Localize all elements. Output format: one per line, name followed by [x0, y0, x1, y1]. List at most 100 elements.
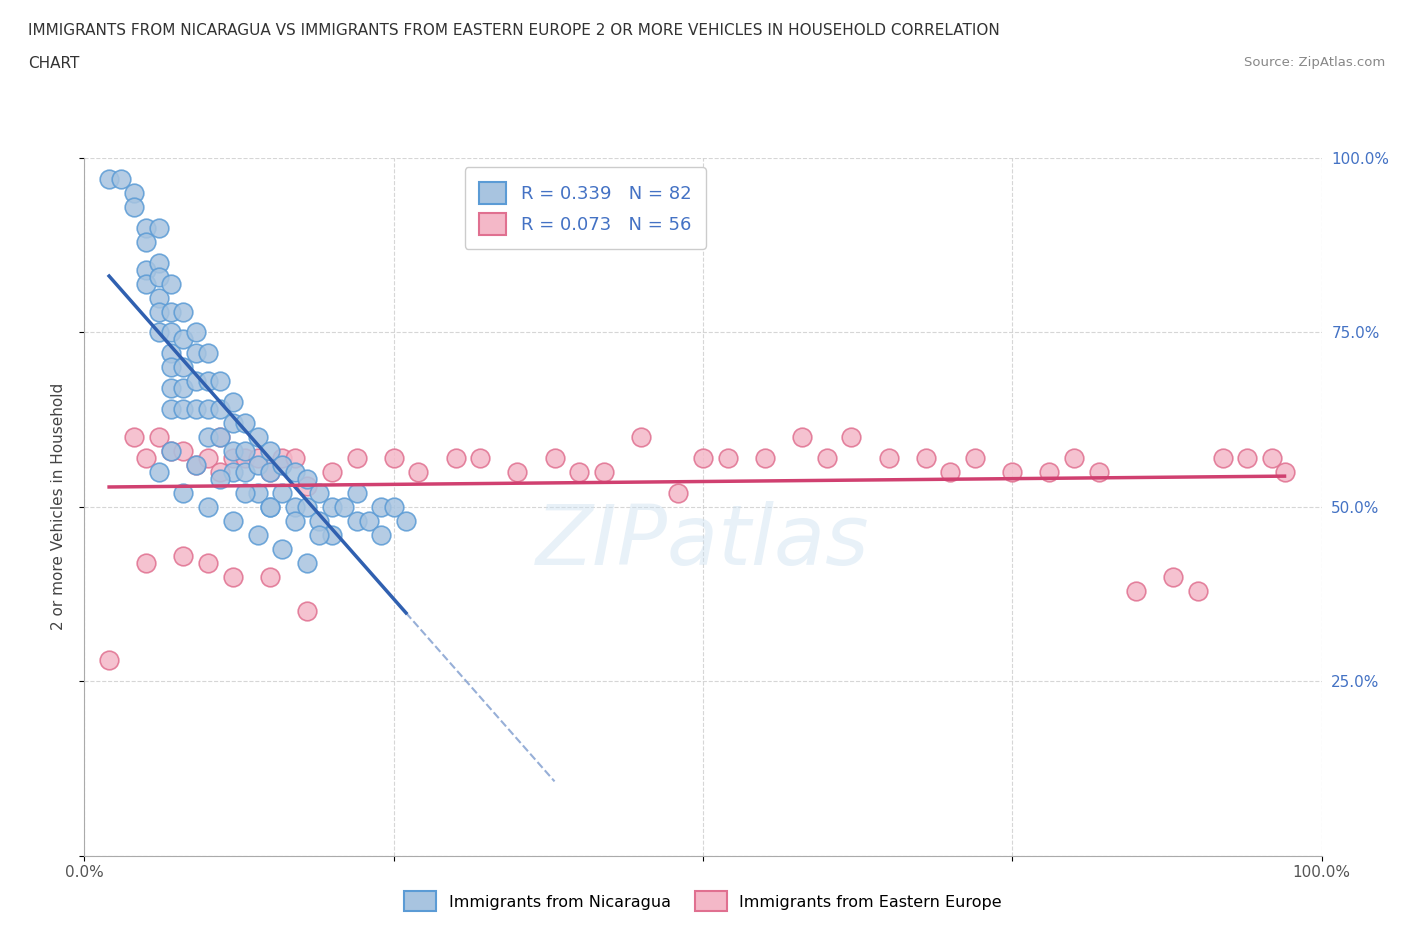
Point — [395, 513, 418, 528]
Point — [148, 270, 170, 285]
Point — [321, 527, 343, 542]
Point — [122, 200, 145, 215]
Legend: Immigrants from Nicaragua, Immigrants from Eastern Europe: Immigrants from Nicaragua, Immigrants fr… — [398, 885, 1008, 917]
Point — [271, 458, 294, 472]
Point — [148, 304, 170, 319]
Point — [246, 458, 269, 472]
Point — [122, 430, 145, 445]
Point — [233, 465, 256, 480]
Point — [357, 513, 380, 528]
Point — [233, 444, 256, 458]
Point — [135, 555, 157, 570]
Point — [209, 430, 232, 445]
Point — [717, 451, 740, 466]
Point — [568, 465, 591, 480]
Point — [172, 381, 194, 396]
Text: IMMIGRANTS FROM NICARAGUA VS IMMIGRANTS FROM EASTERN EUROPE 2 OR MORE VEHICLES I: IMMIGRANTS FROM NICARAGUA VS IMMIGRANTS … — [28, 23, 1000, 38]
Point — [259, 499, 281, 514]
Point — [160, 346, 183, 361]
Point — [184, 346, 207, 361]
Point — [122, 186, 145, 201]
Point — [295, 555, 318, 570]
Point — [246, 485, 269, 500]
Point — [209, 402, 232, 417]
Point — [346, 513, 368, 528]
Point — [259, 569, 281, 584]
Point — [790, 430, 813, 445]
Point — [184, 402, 207, 417]
Point — [233, 451, 256, 466]
Point — [1261, 451, 1284, 466]
Point — [841, 430, 863, 445]
Point — [148, 430, 170, 445]
Point — [197, 499, 219, 514]
Point — [160, 402, 183, 417]
Point — [444, 451, 467, 466]
Point — [295, 472, 318, 486]
Point — [135, 451, 157, 466]
Point — [259, 499, 281, 514]
Point — [939, 465, 962, 480]
Point — [259, 444, 281, 458]
Point — [233, 416, 256, 431]
Point — [382, 499, 405, 514]
Point — [172, 402, 194, 417]
Point — [284, 499, 307, 514]
Point — [321, 499, 343, 514]
Point — [98, 172, 121, 187]
Point — [308, 485, 330, 500]
Point — [382, 451, 405, 466]
Point — [222, 513, 245, 528]
Point — [1236, 451, 1258, 466]
Text: Source: ZipAtlas.com: Source: ZipAtlas.com — [1244, 56, 1385, 69]
Point — [222, 444, 245, 458]
Point — [295, 479, 318, 494]
Point — [284, 451, 307, 466]
Point — [172, 485, 194, 500]
Point — [754, 451, 776, 466]
Point — [184, 458, 207, 472]
Point — [184, 326, 207, 340]
Point — [222, 416, 245, 431]
Point — [1063, 451, 1085, 466]
Point — [209, 430, 232, 445]
Point — [1125, 583, 1147, 598]
Point — [135, 276, 157, 291]
Point — [233, 485, 256, 500]
Point — [172, 304, 194, 319]
Point — [1187, 583, 1209, 598]
Point — [295, 604, 318, 619]
Point — [543, 451, 565, 466]
Point — [1212, 451, 1234, 466]
Point — [284, 465, 307, 480]
Point — [246, 527, 269, 542]
Point — [815, 451, 838, 466]
Point — [1038, 465, 1060, 480]
Point — [148, 326, 170, 340]
Point — [666, 485, 689, 500]
Point — [160, 444, 183, 458]
Point — [110, 172, 132, 187]
Point — [172, 332, 194, 347]
Point — [1161, 569, 1184, 584]
Point — [965, 451, 987, 466]
Legend: R = 0.339   N = 82, R = 0.073   N = 56: R = 0.339 N = 82, R = 0.073 N = 56 — [464, 167, 706, 249]
Point — [370, 499, 392, 514]
Point — [308, 527, 330, 542]
Point — [209, 374, 232, 389]
Point — [160, 276, 183, 291]
Point — [692, 451, 714, 466]
Point — [346, 451, 368, 466]
Point — [172, 360, 194, 375]
Point — [308, 513, 330, 528]
Point — [209, 472, 232, 486]
Point — [222, 465, 245, 480]
Point — [222, 394, 245, 409]
Point — [160, 304, 183, 319]
Point — [1001, 465, 1024, 480]
Point — [321, 465, 343, 480]
Point — [877, 451, 900, 466]
Point — [370, 527, 392, 542]
Point — [197, 374, 219, 389]
Point — [148, 220, 170, 235]
